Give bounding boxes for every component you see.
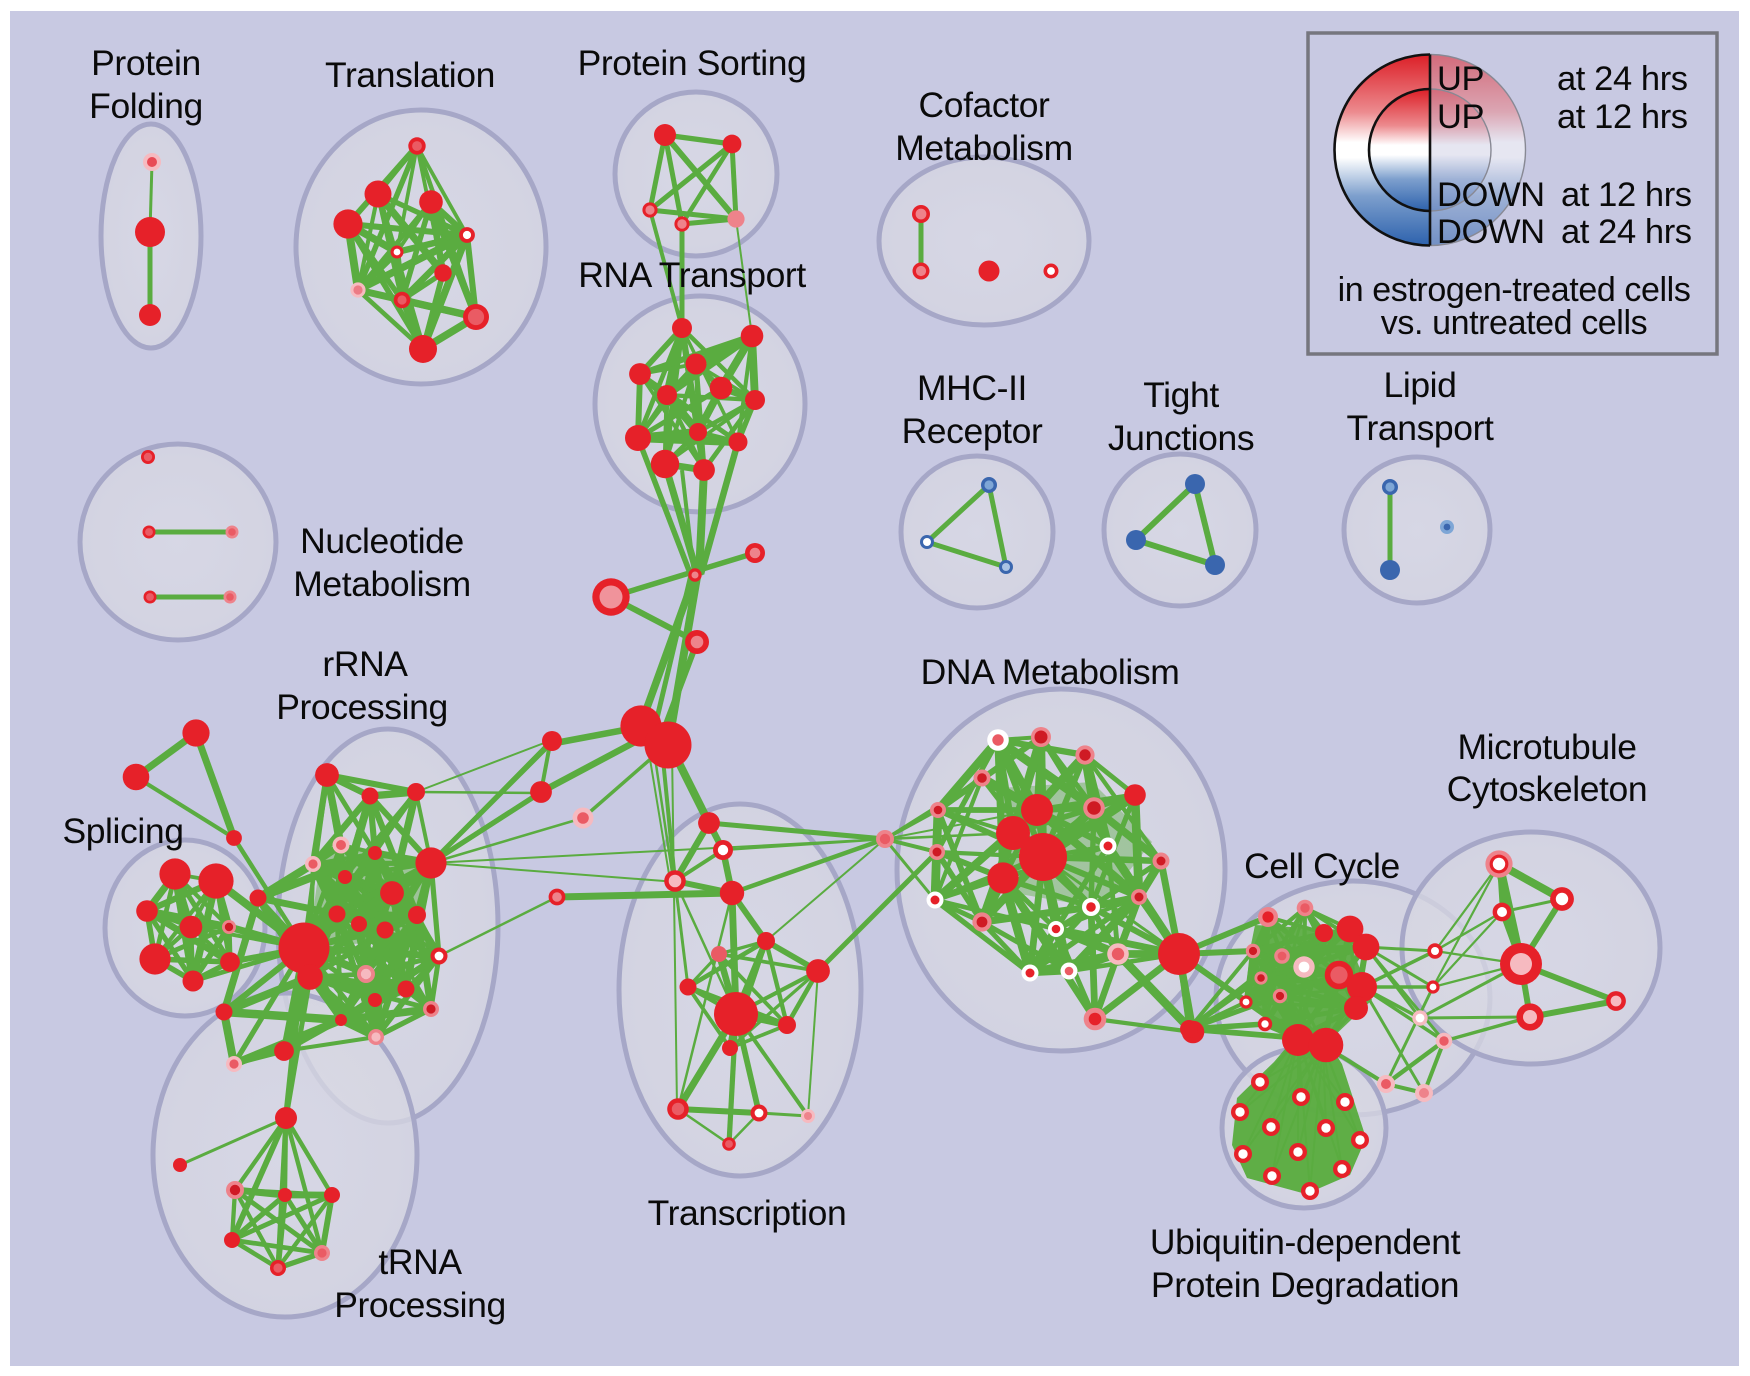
svg-text:Protein: Protein — [91, 43, 201, 83]
svg-text:Metabolism: Metabolism — [293, 564, 471, 604]
svg-text:Lipid: Lipid — [1383, 365, 1456, 405]
svg-text:Ubiquitin-dependent: Ubiquitin-dependent — [1150, 1222, 1461, 1262]
svg-text:RNA Transport: RNA Transport — [578, 255, 806, 295]
svg-text:Cytoskeleton: Cytoskeleton — [1447, 769, 1647, 809]
svg-text:Folding: Folding — [89, 86, 203, 126]
svg-text:Protein Degradation: Protein Degradation — [1151, 1265, 1459, 1305]
svg-text:at 12 hrs: at 12 hrs — [1561, 176, 1692, 214]
svg-text:Cell Cycle: Cell Cycle — [1244, 846, 1400, 886]
svg-text:Translation: Translation — [325, 55, 495, 95]
svg-text:Nucleotide: Nucleotide — [300, 521, 464, 561]
svg-text:in estrogen-treated cells: in estrogen-treated cells — [1338, 271, 1691, 309]
svg-text:Tight: Tight — [1143, 375, 1219, 415]
svg-text:Cofactor: Cofactor — [919, 85, 1051, 125]
svg-text:UP: UP — [1437, 98, 1484, 136]
svg-text:Transport: Transport — [1347, 408, 1495, 448]
svg-text:at 24 hrs: at 24 hrs — [1561, 213, 1692, 251]
svg-text:Receptor: Receptor — [902, 411, 1043, 451]
svg-text:DOWN: DOWN — [1437, 176, 1545, 214]
svg-text:Processing: Processing — [276, 687, 448, 727]
svg-text:DNA Metabolism: DNA Metabolism — [921, 652, 1180, 692]
svg-text:Microtubule: Microtubule — [1457, 727, 1636, 767]
svg-text:Splicing: Splicing — [62, 811, 183, 851]
svg-text:Metabolism: Metabolism — [895, 128, 1073, 168]
svg-text:Processing: Processing — [334, 1285, 506, 1325]
svg-text:UP: UP — [1437, 60, 1484, 98]
svg-text:rRNA: rRNA — [322, 644, 408, 684]
svg-text:at 12 hrs: at 12 hrs — [1557, 98, 1688, 136]
svg-text:MHC-II: MHC-II — [917, 368, 1027, 408]
svg-text:DOWN: DOWN — [1437, 213, 1545, 251]
svg-text:Transcription: Transcription — [648, 1193, 847, 1233]
svg-text:Junctions: Junctions — [1108, 418, 1254, 458]
svg-text:Protein Sorting: Protein Sorting — [578, 43, 807, 83]
svg-text:vs. untreated cells: vs. untreated cells — [1381, 304, 1647, 342]
svg-text:tRNA: tRNA — [378, 1242, 462, 1282]
svg-text:at 24 hrs: at 24 hrs — [1557, 60, 1688, 98]
